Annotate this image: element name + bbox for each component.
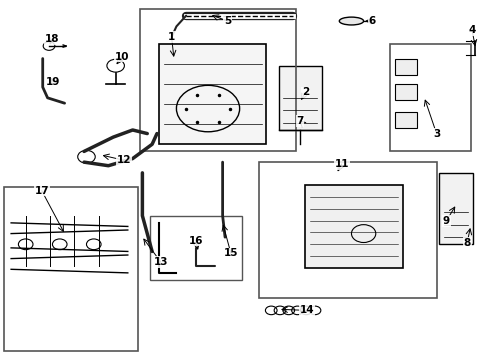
Bar — [149, 216, 242, 280]
Text: 16: 16 — [188, 236, 203, 246]
Bar — [394, 84, 416, 100]
Circle shape — [19, 239, 33, 249]
Text: 2: 2 — [301, 87, 308, 98]
Bar — [278, 66, 322, 130]
Bar — [394, 112, 416, 128]
Text: 17: 17 — [34, 186, 49, 196]
Text: 13: 13 — [153, 257, 168, 267]
Bar — [389, 44, 469, 152]
Text: 3: 3 — [432, 129, 439, 139]
Text: 1: 1 — [167, 32, 175, 42]
Bar — [140, 9, 295, 152]
Text: 8: 8 — [463, 238, 470, 248]
Text: 9: 9 — [442, 216, 449, 226]
Circle shape — [78, 150, 95, 163]
Text: 11: 11 — [334, 159, 348, 169]
Circle shape — [86, 239, 101, 249]
Text: 14: 14 — [299, 305, 313, 315]
Bar — [438, 173, 472, 244]
Circle shape — [52, 239, 67, 249]
Text: 15: 15 — [223, 248, 238, 258]
Text: 4: 4 — [468, 25, 475, 35]
Text: 18: 18 — [45, 34, 60, 44]
Circle shape — [107, 59, 124, 72]
Bar — [305, 185, 402, 267]
Ellipse shape — [339, 17, 363, 25]
Bar — [159, 44, 266, 144]
Text: 10: 10 — [115, 52, 129, 62]
Bar — [394, 59, 416, 75]
Text: 7: 7 — [296, 116, 303, 126]
Bar — [4, 187, 137, 351]
Text: 6: 6 — [367, 16, 375, 26]
Text: 5: 5 — [224, 16, 231, 26]
Text: 12: 12 — [117, 156, 131, 165]
Circle shape — [43, 42, 55, 50]
Text: 19: 19 — [46, 77, 61, 87]
Bar — [259, 162, 436, 298]
